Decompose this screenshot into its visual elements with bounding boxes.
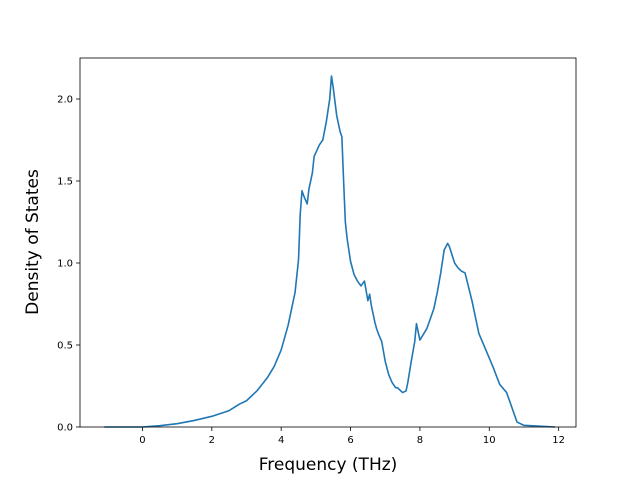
x-tick-label: 8 <box>417 435 423 446</box>
y-axis-label: Density of States <box>23 169 43 315</box>
plot-frame <box>79 57 577 428</box>
x-tick-label: 2 <box>209 435 215 446</box>
x-tick-label: 12 <box>552 435 565 446</box>
y-tick-label: 1.5 <box>57 177 73 188</box>
x-tick-label: 0 <box>139 435 145 446</box>
plot-area <box>80 58 576 427</box>
ticks: 0 2 4 6 8 10 12 0.0 0.5 1.0 1.5 2.0 <box>57 95 565 447</box>
x-tick-label: 4 <box>278 435 284 446</box>
x-tick-label: 6 <box>347 435 353 446</box>
y-tick-label: 2.0 <box>57 95 73 106</box>
series-line-dos <box>104 75 556 428</box>
y-tick-label: 0.5 <box>57 341 73 352</box>
y-tick-label: 1.0 <box>57 259 73 270</box>
y-tick-label: 0.0 <box>57 423 73 434</box>
x-tick-label: 10 <box>483 435 496 446</box>
x-axis-label: Frequency (THz) <box>259 455 398 475</box>
